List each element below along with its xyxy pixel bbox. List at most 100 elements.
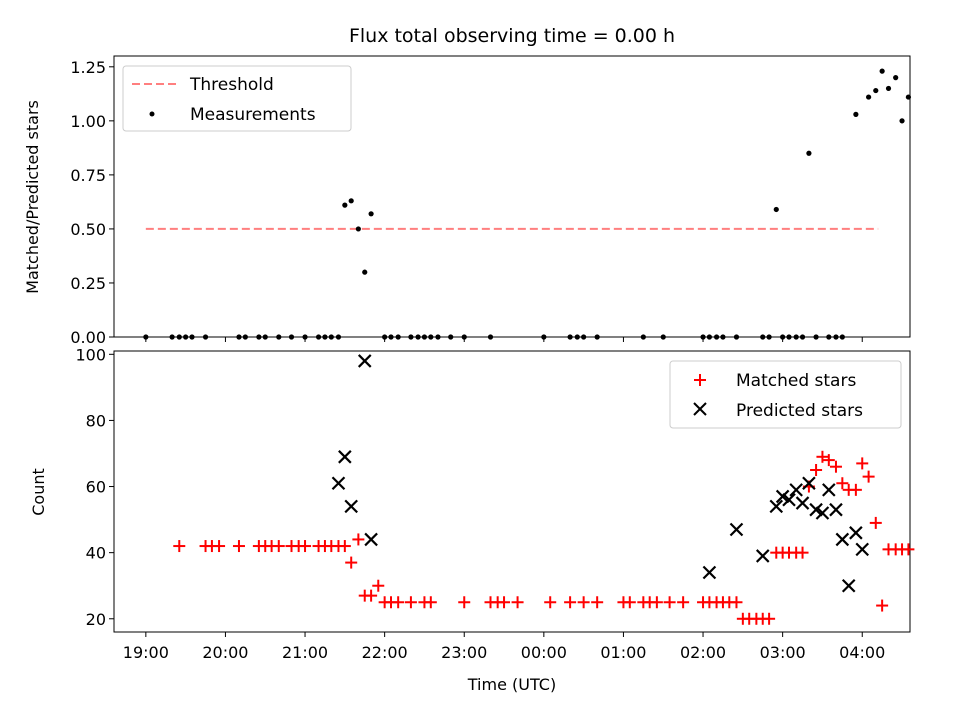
- predicted-star-point: [331, 476, 346, 491]
- count-series: [173, 354, 915, 625]
- measurement-point: [408, 334, 414, 340]
- measurement-point: [355, 226, 361, 232]
- ratio-y-tick-label: 0.00: [70, 328, 106, 347]
- figure-title: Flux total observing time = 0.00 h: [349, 25, 675, 47]
- matched-star-point: [272, 540, 285, 553]
- measurement-point: [315, 334, 322, 340]
- measurement-point: [202, 334, 209, 340]
- legend-predicted-label: Predicted stars: [736, 401, 863, 421]
- ratio-y-tick-label: 1.25: [70, 58, 106, 77]
- measurement-point: [760, 334, 766, 340]
- measurement-point: [189, 334, 195, 340]
- matched-star-point: [338, 540, 351, 553]
- count-y-tick-label: 40: [86, 544, 106, 563]
- measurement-point: [833, 334, 839, 340]
- predicted-star-point: [822, 483, 836, 497]
- measurement-point: [169, 334, 175, 340]
- predicted-star-point: [338, 450, 352, 464]
- predicted-star-point: [841, 578, 856, 593]
- matched-star-point: [796, 546, 809, 559]
- measurement-point: [885, 85, 892, 92]
- legend-predicted-swatch: [693, 402, 707, 416]
- predicted-star-point: [775, 489, 790, 504]
- measurement-point: [362, 269, 368, 275]
- matched-star-point: [173, 540, 186, 553]
- ratio-y-tick-label: 0.50: [70, 220, 106, 239]
- count-x-tick-label: 00:00: [521, 643, 567, 662]
- measurement-point: [839, 334, 845, 340]
- measurement-point: [813, 334, 819, 340]
- matched-star-point: [498, 596, 511, 609]
- count-legend-box: [669, 360, 902, 429]
- ratio-legend: Threshold Measurements: [122, 65, 352, 132]
- count-x-tick-label: 21:00: [282, 643, 328, 662]
- matched-star-point: [372, 579, 385, 592]
- predicted-star-point: [729, 522, 744, 537]
- count-legend: Matched stars Predicted stars: [669, 360, 902, 429]
- measurement-point: [288, 334, 295, 340]
- measurement-point: [826, 334, 832, 340]
- count-x-tick-label: 19:00: [123, 643, 169, 662]
- predicted-star-point: [755, 549, 770, 563]
- measurement-point: [853, 111, 859, 117]
- measurement-point: [873, 87, 879, 94]
- matched-star-point: [577, 596, 590, 609]
- measurement-point: [428, 334, 434, 340]
- measurement-point: [799, 334, 806, 340]
- measurement-point: [786, 334, 792, 340]
- matched-star-point: [458, 596, 471, 609]
- matched-star-point: [822, 454, 835, 467]
- ratio-y-tick-label: 1.00: [70, 112, 106, 131]
- count-x-tick-label: 03:00: [760, 643, 806, 662]
- predicted-star-point: [364, 532, 378, 547]
- count-x-tick-label: 02:00: [680, 643, 726, 662]
- legend-matched-label: Matched stars: [736, 371, 856, 391]
- measurement-point: [435, 334, 441, 340]
- measurement-point: [415, 334, 421, 340]
- ratio-series: [143, 68, 912, 340]
- matched-star-point: [232, 540, 245, 553]
- measurement-point: [382, 334, 388, 340]
- matched-star-point: [856, 457, 869, 470]
- legend-measurements-swatch: [149, 111, 155, 117]
- matched-star-point: [902, 543, 915, 556]
- measurement-point: [567, 334, 573, 340]
- measurement-point: [780, 334, 786, 340]
- count-y-tick-label: 60: [86, 478, 106, 497]
- count-y-tick-label: 100: [75, 345, 106, 364]
- matched-star-point: [862, 470, 875, 483]
- measurement-point: [302, 334, 308, 340]
- matched-star-point: [299, 540, 312, 553]
- measurement-point: [574, 334, 580, 340]
- measurement-point: [720, 334, 726, 340]
- measurement-point: [368, 211, 374, 217]
- measurement-point: [706, 334, 713, 340]
- measurement-point: [176, 334, 182, 340]
- measurement-point: [388, 334, 394, 340]
- legend-matched-swatch: [694, 374, 706, 386]
- measurement-point: [766, 334, 772, 340]
- measurement-point: [183, 334, 189, 340]
- matched-star-point: [352, 533, 365, 546]
- measurement-point: [713, 334, 720, 340]
- matched-star-point: [650, 596, 663, 609]
- ratio-panel: 0.00 0.25 0.50 0.75 1.00 1.25 Matched/Predict…: [23, 55, 912, 347]
- matched-star-point: [730, 596, 743, 609]
- predicted-star-point: [849, 526, 863, 540]
- matched-star-point: [816, 450, 829, 463]
- predicted-star-point: [769, 499, 784, 514]
- matched-star-point: [564, 596, 577, 609]
- measurement-point: [660, 334, 666, 340]
- count-y-axis-label: Count: [29, 468, 48, 516]
- measurement-point: [242, 334, 248, 340]
- matched-star-point: [424, 596, 437, 609]
- measurement-point: [733, 334, 740, 340]
- predicted-star-point: [782, 492, 796, 507]
- measurement-point: [594, 334, 600, 340]
- ratio-y-tick-label: 0.25: [70, 274, 106, 293]
- count-y-tick-label: 80: [86, 411, 106, 430]
- measurement-point: [262, 334, 268, 340]
- legend-threshold-label: Threshold: [189, 75, 274, 95]
- measurement-point: [256, 334, 262, 340]
- matched-star-point: [829, 460, 842, 473]
